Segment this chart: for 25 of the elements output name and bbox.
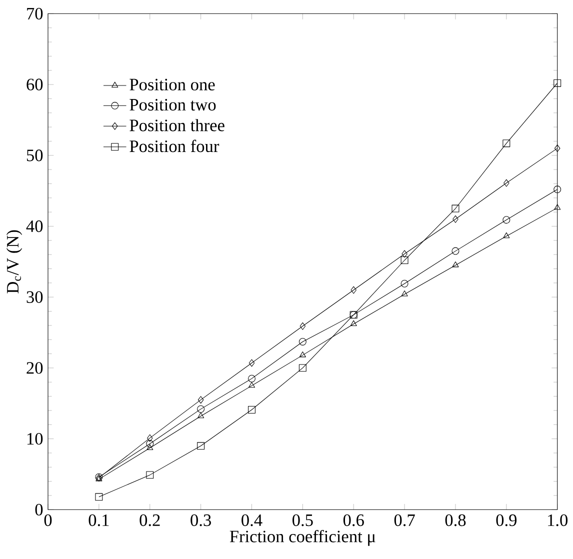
x-tick-label: 0.5 [292, 514, 313, 526]
x-tick-label: 0 [44, 514, 52, 526]
legend-label: Position three [130, 119, 224, 132]
x-tick-label: 0.3 [190, 514, 211, 526]
x-tick-label: 1.0 [548, 514, 568, 526]
x-tick-label: 0.6 [343, 514, 364, 526]
x-tick-label: 0.2 [140, 514, 160, 526]
y-tick-label: 0 [35, 504, 43, 516]
x-tick-label: 0.4 [242, 514, 262, 526]
legend-label: Position one [130, 78, 215, 90]
legend-label: Position two [130, 98, 216, 111]
x-axis-title: Friction coefficient μ [230, 530, 376, 546]
x-tick-label: 0.7 [394, 514, 415, 526]
x-tick-label: 0.9 [496, 514, 517, 526]
x-tick-label: 0.1 [88, 514, 109, 526]
y-tick-label: 10 [27, 432, 43, 445]
y-tick-label: 30 [26, 291, 43, 303]
legend-label: Position four [130, 140, 220, 152]
y-tick-label: 50 [26, 150, 43, 162]
y-tick-label: 20 [26, 362, 43, 374]
y-tick-label: 70 [27, 8, 43, 20]
y-tick-label: 40 [26, 220, 43, 232]
y-tick-label: 60 [26, 78, 43, 90]
x-tick-label: 0.8 [445, 514, 466, 526]
y-axis-title: D$_{c}$/V (N) [6, 230, 22, 294]
